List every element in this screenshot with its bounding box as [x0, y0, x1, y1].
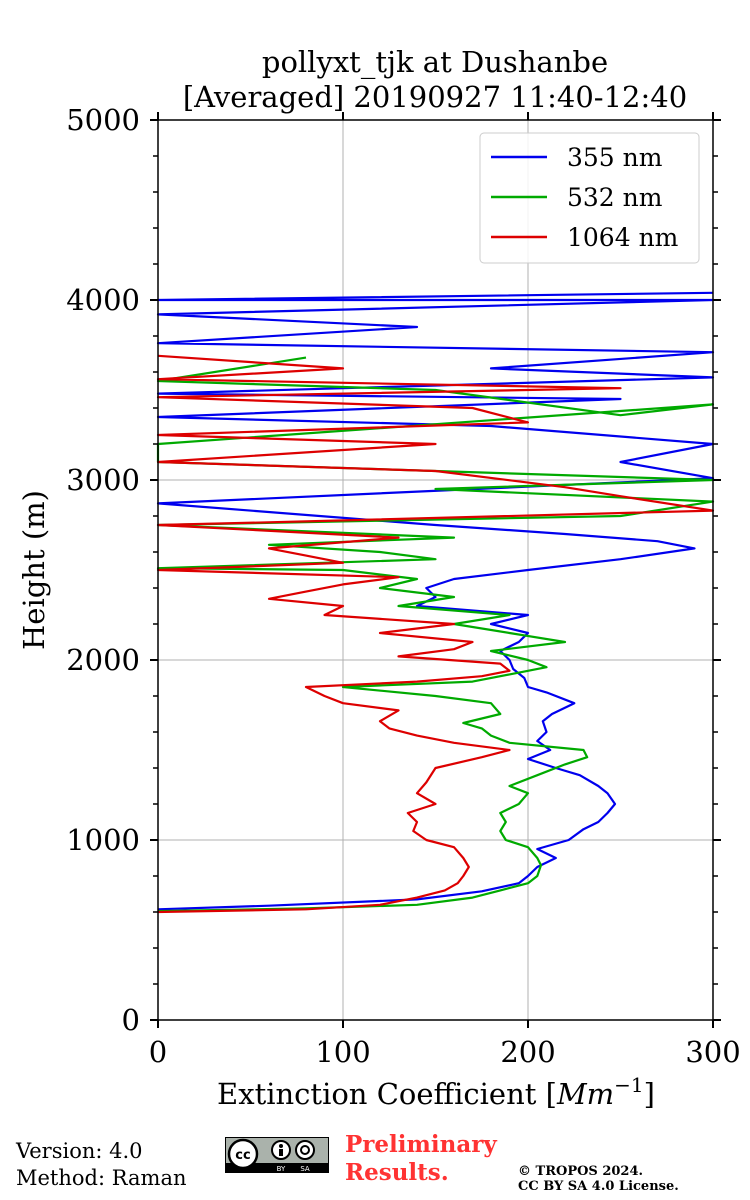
copyright-line1: © TROPOS 2024.: [518, 1164, 644, 1179]
plot-frame: [157, 119, 714, 1021]
preliminary-line1: Preliminary: [345, 1131, 497, 1158]
y-tick-label: 2000: [66, 643, 140, 677]
cc-sa-text: SA: [300, 1165, 310, 1173]
legend: 355 nm 532 nm 1064 nm: [479, 132, 700, 264]
x-axis-label-text: Extinction Coefficient [: [217, 1077, 557, 1111]
y-tick-label: 0: [122, 1003, 140, 1037]
legend-label-532: 532 nm: [567, 183, 663, 212]
y-tick-label: 5000: [66, 103, 140, 137]
x-axis-label-close: ]: [644, 1077, 655, 1111]
method-text: Method: Raman: [16, 1166, 187, 1190]
legend-label-355: 355 nm: [567, 143, 663, 172]
copyright-text: © TROPOS 2024. CC BY SA 4.0 License.: [518, 1164, 679, 1194]
chart-title-line2: [Averaged] 20190927 11:40-12:40: [183, 80, 687, 114]
x-axis-label-exponent: −1: [614, 1073, 643, 1097]
cc-by-text: BY: [277, 1165, 286, 1173]
preliminary-results-text: Preliminary Results.: [345, 1131, 497, 1187]
series-line-355-nm: [156, 291, 715, 911]
x-tick-label: 200: [500, 1035, 555, 1069]
x-tick-label: 300: [685, 1035, 740, 1069]
series-line-532-nm: [156, 356, 715, 913]
chart-title-line1: pollyxt_tjk at Dushanbe: [262, 45, 608, 80]
copyright-line2: CC BY SA 4.0 License.: [518, 1179, 679, 1194]
preliminary-line2: Results.: [345, 1159, 449, 1186]
legend-box: [479, 132, 700, 264]
version-text: Version: 4.0: [16, 1139, 143, 1163]
series-line-1064-nm: [156, 354, 715, 914]
y-tick-label: 1000: [66, 823, 140, 857]
x-tick-label: 0: [149, 1035, 167, 1069]
y-axis-label: Height (m): [17, 490, 51, 650]
x-axis-label: Extinction Coefficient [Mm−1]: [217, 1073, 655, 1111]
x-tick-label: 100: [315, 1035, 370, 1069]
y-tick-label: 4000: [66, 283, 140, 317]
x-axis-label-unit: Mm: [556, 1077, 614, 1111]
extinction-chart: pollyxt_tjk at Dushanbe [Averaged] 20190…: [17, 45, 741, 1111]
cc-main-text: cc: [235, 1148, 250, 1163]
legend-label-1064: 1064 nm: [567, 223, 679, 252]
y-tick-label: 3000: [66, 463, 140, 497]
axis-ticks: [150, 112, 721, 1028]
series-lines: [156, 291, 715, 914]
cc-license-badge: cc BY SA: [225, 1137, 329, 1173]
sa-share-icon: [295, 1140, 315, 1160]
cc-circle-icon: [227, 1138, 259, 1170]
